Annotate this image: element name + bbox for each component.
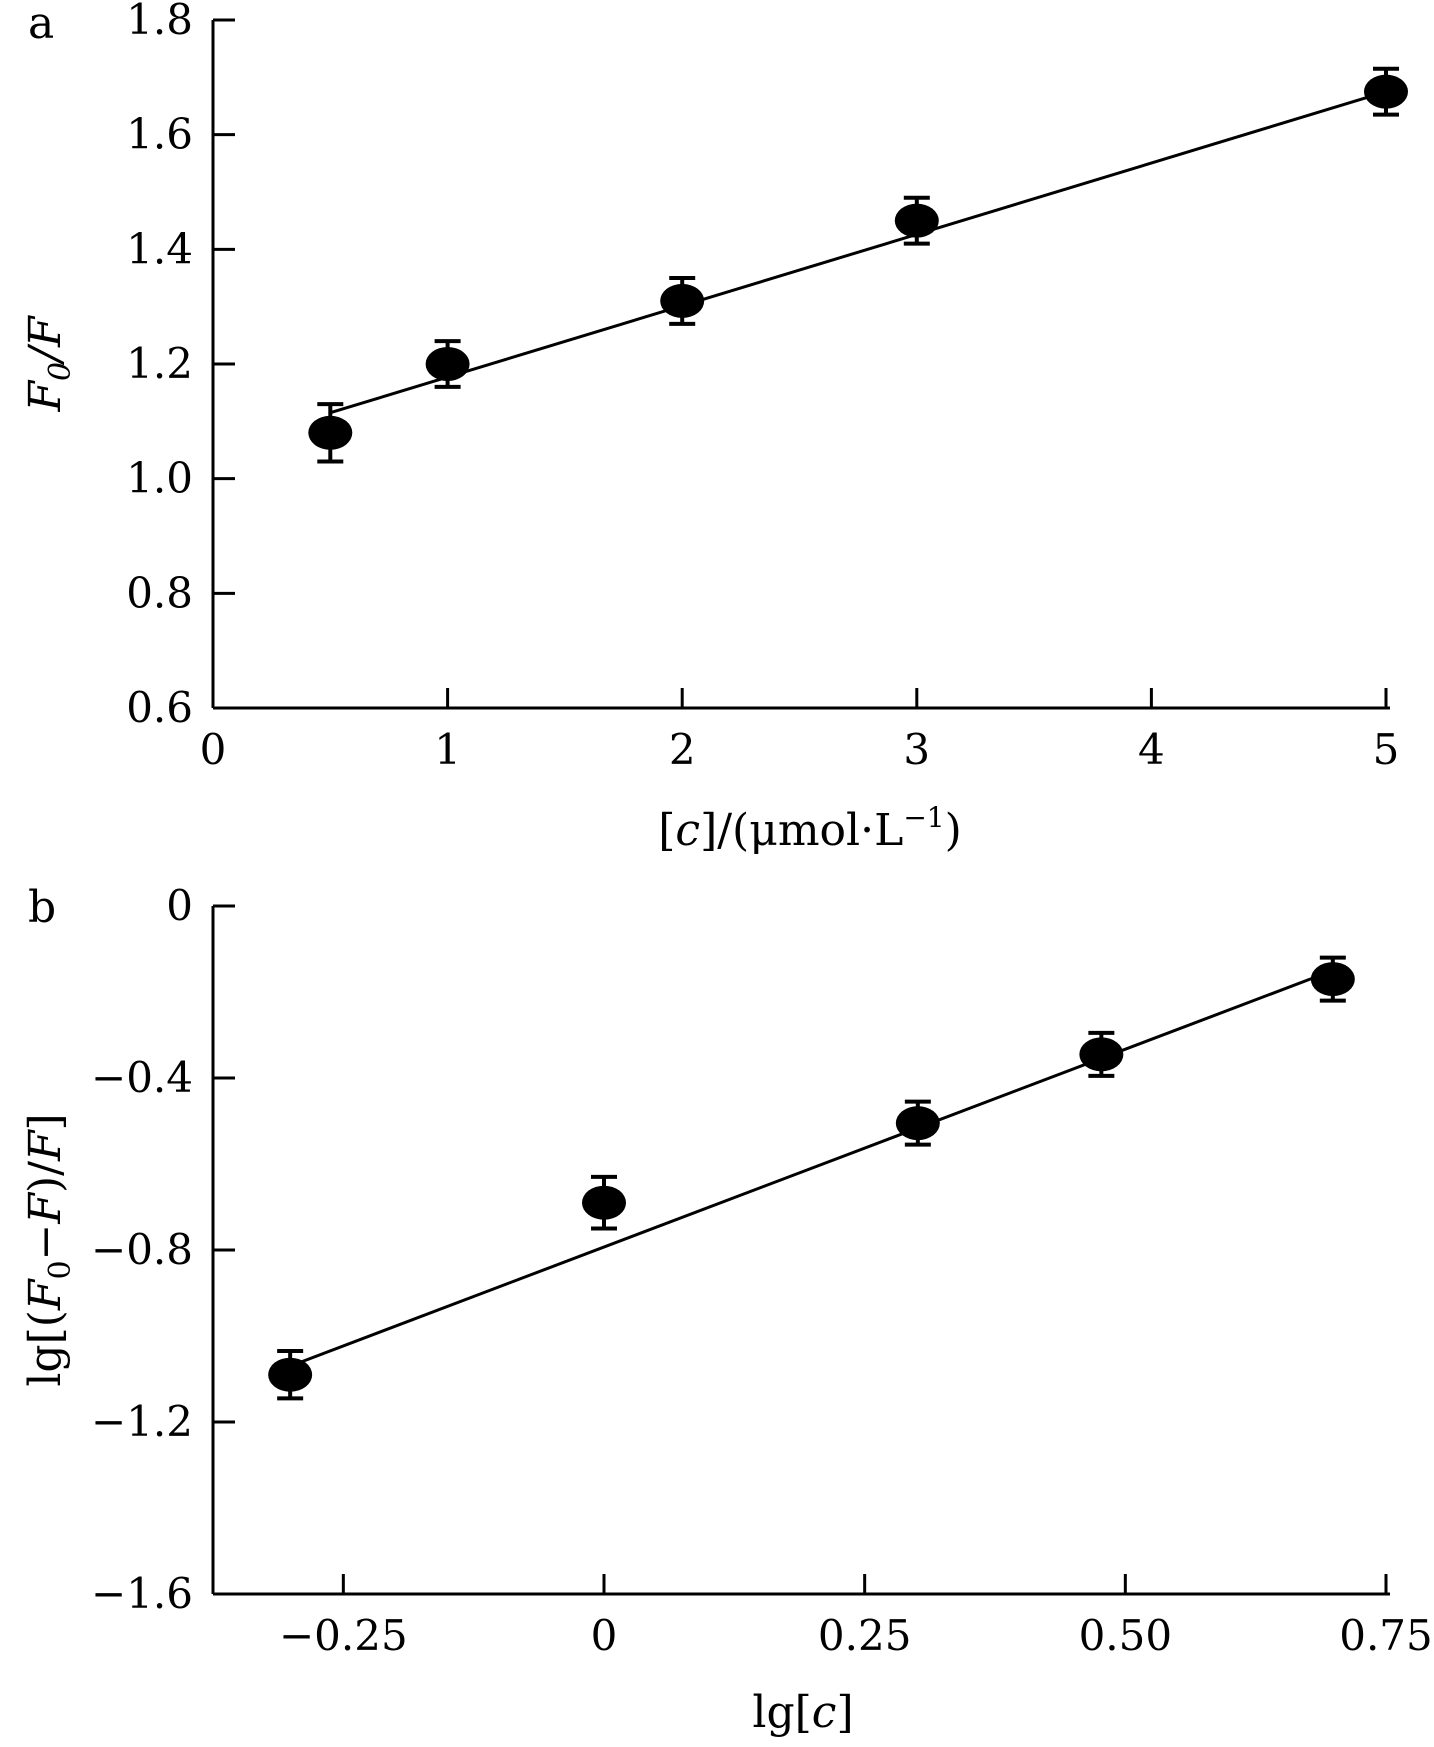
x-axis-ticks: −0.25 0 0.25 0.50 0.75 [279, 1574, 1433, 1660]
panel-b: b 0 −0.4 −0.8 −1.2 −1.6 −0.25 0 0.25 0.50 0.75 l… [20, 881, 1433, 1738]
panel-label-b: b [28, 882, 56, 933]
y-tick-label: −1.6 [91, 1569, 193, 1618]
data-point [660, 276, 705, 326]
y-tick-label: 1.8 [126, 0, 193, 44]
x-axis-ticks: 0 1 2 3 4 5 [200, 688, 1400, 774]
data-point [1079, 1030, 1124, 1078]
y-tick-label: 0.8 [126, 568, 193, 617]
x-tick-label: 0.25 [818, 1611, 912, 1660]
panel-a: a 0.6 0.8 1.0 1.2 1.4 1.6 1.8 0 1 2 3 4 5 F0/F [c]/… [20, 0, 1408, 856]
data-marker [425, 347, 470, 381]
panel-label-a: a [28, 0, 54, 49]
x-tick-label: 0 [200, 725, 227, 774]
data-marker [268, 1357, 313, 1392]
data-marker [660, 283, 705, 318]
x-tick-label: 0.75 [1339, 1611, 1433, 1660]
fit-line [289, 969, 1334, 1368]
data-point [425, 339, 470, 389]
data-marker [1079, 1037, 1124, 1072]
x-axis-title: [c]/(μmol·L−1) [658, 801, 962, 856]
y-tick-label: 1.0 [126, 454, 193, 503]
data-marker [1310, 962, 1355, 997]
data-marker [894, 203, 939, 238]
y-tick-label: 1.4 [126, 224, 193, 273]
x-tick-label: 2 [669, 725, 696, 774]
data-point [582, 1174, 626, 1231]
x-tick-label: 3 [903, 725, 930, 774]
x-tick-label: 5 [1373, 725, 1400, 774]
y-tick-label: −0.8 [91, 1225, 193, 1274]
x-tick-label: 0 [591, 1611, 618, 1660]
data-point [1310, 955, 1355, 1003]
x-tick-label: 4 [1138, 725, 1165, 774]
x-tick-label: 0.50 [1079, 1611, 1173, 1660]
data-point [308, 402, 353, 464]
data-points [268, 955, 1355, 1401]
x-axis-title: lg[c] [752, 1687, 853, 1738]
y-tick-label: 1.6 [126, 110, 193, 159]
x-tick-label: −0.25 [279, 1611, 408, 1660]
y-tick-label: 0 [166, 881, 193, 930]
fit-line [329, 90, 1387, 415]
y-axis-ticks: 0.6 0.8 1.0 1.2 1.4 1.6 1.8 [126, 0, 235, 732]
y-tick-label: −1.2 [91, 1397, 193, 1446]
data-point [895, 1099, 940, 1147]
data-point [1364, 66, 1408, 117]
y-tick-label: −0.4 [91, 1053, 193, 1102]
data-marker [582, 1185, 626, 1220]
y-tick-label: 1.2 [126, 339, 193, 388]
y-axis-title: lg[(F0−F)/F] [20, 1113, 78, 1386]
x-tick-label: 1 [434, 725, 461, 774]
data-point [268, 1349, 313, 1401]
y-axis-ticks: 0 −0.4 −0.8 −1.2 −1.6 [91, 881, 235, 1618]
y-axis-title: F0/F [20, 315, 78, 412]
data-marker [1364, 74, 1408, 109]
y-tick-label: 0.6 [126, 683, 193, 732]
data-points [308, 66, 1408, 464]
data-marker [895, 1106, 940, 1141]
data-marker [308, 415, 353, 450]
data-point [894, 195, 939, 246]
